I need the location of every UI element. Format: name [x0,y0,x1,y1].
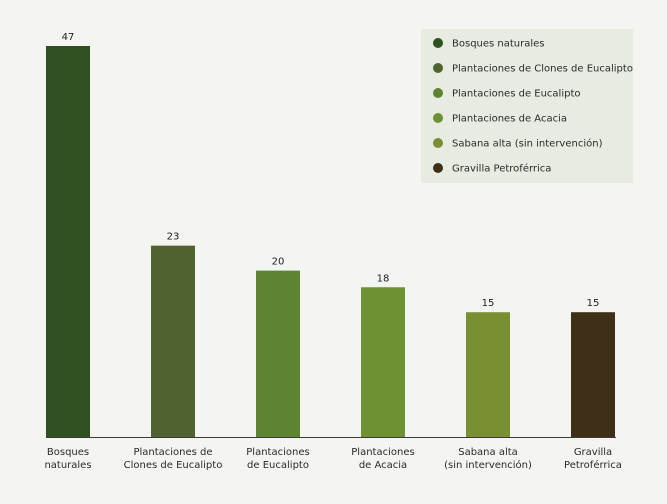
legend-label-1: Bosques naturales [452,39,545,50]
legend-label-3: Plantaciones de Eucalipto [452,89,581,100]
legend-swatch-2 [433,63,443,73]
bar-5 [466,312,510,437]
legend-label-4: Plantaciones de Acacia [452,114,567,125]
data-label-2: 23 [167,232,180,243]
x-tick-label-3-line-2: de Eucalipto [247,460,309,471]
legend-swatch-3 [433,88,443,98]
data-label-1: 47 [62,32,75,43]
x-tick-label-5-line-1: Sabana alta [458,447,518,458]
legend-swatch-1 [433,38,443,48]
legend: Bosques naturales Plantaciones de Clones … [421,29,633,183]
data-label-3: 20 [272,257,285,268]
bar-6 [571,312,615,437]
legend-swatch-5 [433,138,443,148]
data-label-6: 15 [587,298,600,309]
legend-label-5: Sabana alta (sin intervención) [452,138,603,150]
data-labels: 47 23 20 18 15 15 [62,32,600,309]
bar-4 [361,287,405,437]
x-tick-label-6-line-2: Petroférrica [564,459,622,471]
x-tick-label-1-line-2: naturales [44,460,91,471]
data-label-5: 15 [482,298,495,309]
data-label-4: 18 [377,273,390,284]
x-tick-label-4-line-1: Plantaciones [351,447,414,458]
x-tick-label-4-line-2: de Acacia [359,460,407,471]
legend-label-2: Plantaciones de Clones de Eucalipto [452,64,633,75]
x-tick-label-1-line-1: Bosques [47,447,89,458]
x-tick-label-5-line-2: (sin intervención) [444,459,532,471]
bar-3 [256,270,300,437]
x-tick-labels: Bosques naturales Plantaciones de Clones de… [44,447,622,471]
bars-layer [46,46,615,437]
bar-2 [151,245,195,437]
legend-label-6: Gravilla Petroférrica [452,163,551,175]
legend-box [421,29,633,183]
x-tick-label-2-line-2: Clones de Eucalipto [124,460,223,471]
x-tick-label-2-line-1: Plantaciones de [133,447,212,458]
legend-swatch-6 [433,163,443,173]
x-tick-label-6-line-1: Gravilla [574,447,612,458]
x-tick-label-3-line-1: Plantaciones [246,447,309,458]
bar-1 [46,46,90,437]
legend-swatch-4 [433,113,443,123]
